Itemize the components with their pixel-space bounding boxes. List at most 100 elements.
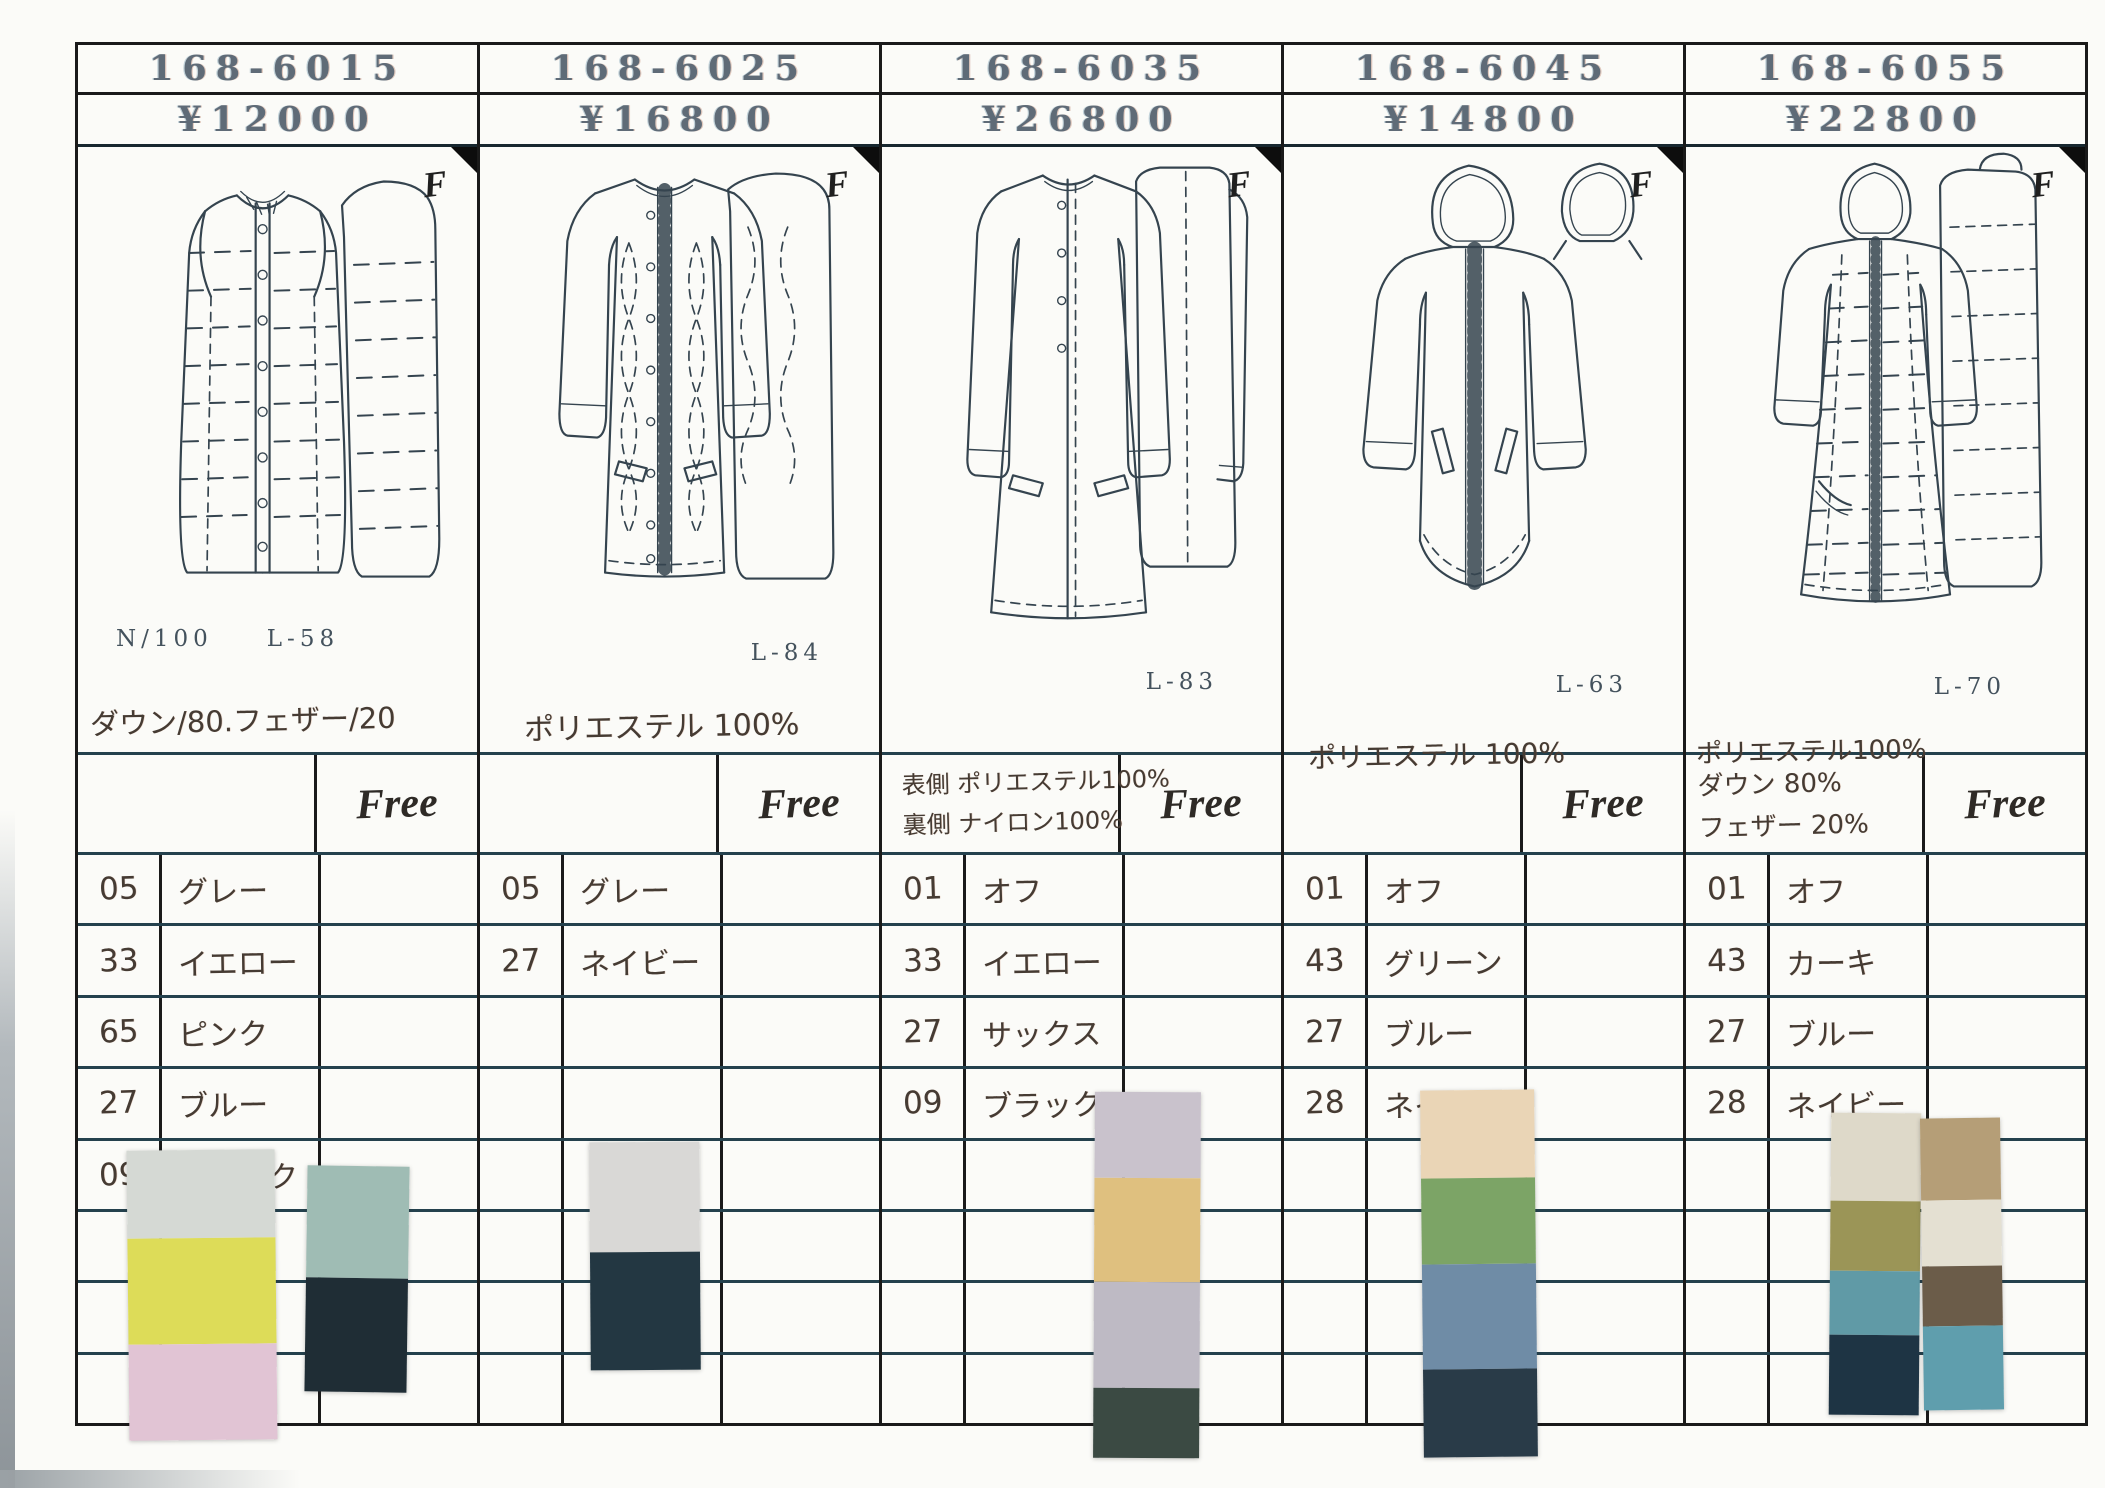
garment-sketch-hooded-jacket	[1362, 162, 1643, 592]
fabric-swatch	[1094, 1091, 1201, 1179]
color-row-empty	[480, 1069, 879, 1141]
fabric-swatch	[1828, 1334, 1920, 1416]
color-row-empty	[480, 1354, 879, 1423]
product-code: 168-6035	[953, 48, 1210, 89]
fabric-swatch	[1421, 1263, 1537, 1370]
corner-fold-mark	[451, 147, 477, 173]
fabric-swatch	[1421, 1177, 1536, 1265]
fabric-swatch-strip	[1420, 1089, 1538, 1458]
material-note: ポリエステル 100%	[523, 707, 800, 748]
color-row: 27 ブルー	[1284, 997, 1683, 1070]
color-row: 27 ブルー	[78, 1069, 477, 1141]
length-label: L-63	[1555, 672, 1628, 698]
free-size-label: Free	[355, 779, 439, 828]
color-row: 33 イエロー	[78, 926, 477, 998]
fabric-swatch	[1829, 1270, 1920, 1336]
garment-sketch-quilted-coat	[558, 172, 835, 580]
garment-sketch-long-coat	[966, 166, 1249, 620]
color-row: 05 グレー	[480, 855, 879, 927]
product-code-cell: 168-6015	[78, 45, 477, 95]
product-code: 168-6025	[551, 48, 808, 89]
sample-f-mark: F	[822, 162, 852, 206]
sketch-cell: F L-83	[882, 147, 1281, 755]
color-row: 09 ブラック	[882, 1069, 1281, 1141]
spec-table: 168-6015 ¥12000	[75, 42, 2088, 1426]
sketch-cell: F L-84 ポリエステル 100%	[480, 147, 879, 755]
fabric-swatch	[1829, 1200, 1921, 1272]
sample-f-mark: F	[1626, 162, 1656, 206]
product-price-cell: ¥12000	[78, 95, 477, 147]
product-code: 168-6055	[1757, 48, 2014, 89]
corner-fold-mark	[853, 147, 879, 173]
fabric-swatch	[127, 1237, 277, 1345]
corner-fold-mark	[1255, 147, 1281, 173]
free-size-label: Free	[1561, 779, 1645, 828]
length-label: L-70	[1933, 674, 2006, 700]
color-row-empty	[882, 1211, 1281, 1284]
free-size-label: Free	[1159, 779, 1243, 828]
color-grid: 01 オフ 33 イエロー 27 サックス 09 ブラック	[882, 855, 1281, 1423]
fabric-swatch	[1093, 1281, 1200, 1389]
length-label: L-83	[1145, 669, 1218, 695]
sketch-cell: F L-70 ポリエステル100%	[1686, 147, 2085, 769]
band-size-cell: Free	[317, 755, 477, 852]
band-material-cell	[78, 755, 318, 852]
fabric-swatch	[1093, 1387, 1200, 1459]
product-code: 168-6045	[1355, 48, 1612, 89]
color-row: 43 カーキ	[1686, 926, 2085, 998]
fabric-swatch	[304, 1277, 409, 1393]
color-row-empty	[882, 1283, 1281, 1355]
fabric-swatch-strip	[126, 1149, 278, 1441]
material-note: ダウン/80.フェザー/20	[89, 700, 396, 742]
product-code: 168-6015	[149, 48, 406, 89]
fabric-swatch-strip	[304, 1165, 410, 1393]
scan-edge-artifact	[0, 1470, 300, 1488]
sample-f-mark: F	[1224, 162, 1254, 206]
color-row-empty	[480, 997, 879, 1070]
product-price: ¥16800	[579, 99, 780, 140]
size-band: Free	[78, 755, 477, 855]
fabric-swatch	[128, 1343, 278, 1441]
color-row: 27 ブルー	[1686, 997, 2085, 1070]
color-row: 27 ネイビー	[480, 926, 879, 998]
product-price: ¥26800	[981, 99, 1182, 140]
sample-f-mark: F	[420, 162, 450, 206]
size-labels: N/100 L-58	[116, 626, 339, 652]
color-row: 65 ピンク	[78, 997, 477, 1070]
color-row: 27 サックス	[882, 997, 1281, 1070]
product-price: ¥12000	[177, 99, 378, 140]
product-column-1: 168-6015 ¥12000	[78, 45, 477, 1423]
free-size-label: Free	[757, 779, 841, 828]
fabric-swatch	[1420, 1089, 1535, 1179]
fabric-swatch	[589, 1251, 701, 1371]
product-price: ¥14800	[1383, 99, 1584, 140]
fabric-swatch-strip	[1828, 1112, 1922, 1416]
material-note: ポリエステル 100%	[1307, 736, 1566, 775]
color-row: 33 イエロー	[882, 926, 1281, 998]
scan-edge-artifact	[0, 810, 15, 1488]
fabric-swatch-strip	[1919, 1117, 2005, 1411]
fabric-swatch	[1922, 1325, 2005, 1411]
fabric-swatch-strip	[589, 1141, 701, 1371]
color-row: 43 グリーン	[1284, 926, 1683, 998]
fabric-swatch	[306, 1165, 410, 1279]
color-row: 05 グレー	[78, 855, 477, 927]
garment-sketch-down-vest	[179, 180, 441, 578]
color-row-empty	[882, 1354, 1281, 1423]
fabric-swatch-strip	[1093, 1091, 1201, 1459]
sketch-cell: F N/100 L-58 ダウン/80.フェザー/20	[78, 147, 477, 755]
color-row: 01 オフ	[1686, 855, 2085, 927]
color-code-cell: 05	[78, 855, 162, 924]
garment-sketch-hooded-quilted-coat	[1773, 152, 2043, 606]
size-spec-label: N/100	[116, 626, 213, 652]
material-note: ポリエステル100%	[1695, 734, 1927, 770]
fabric-swatch	[589, 1141, 700, 1253]
corner-fold-mark	[2059, 147, 2085, 173]
material-note: 表側 ポリエステル100% 裏側 ナイロン100%	[901, 764, 1171, 840]
length-label: L-84	[750, 640, 823, 666]
color-row: 01 オフ	[1284, 855, 1683, 927]
color-row: 01 オフ	[882, 855, 1281, 927]
product-column-3: 168-6035 ¥26800	[879, 45, 1281, 1423]
fabric-swatch	[1922, 1265, 2003, 1327]
